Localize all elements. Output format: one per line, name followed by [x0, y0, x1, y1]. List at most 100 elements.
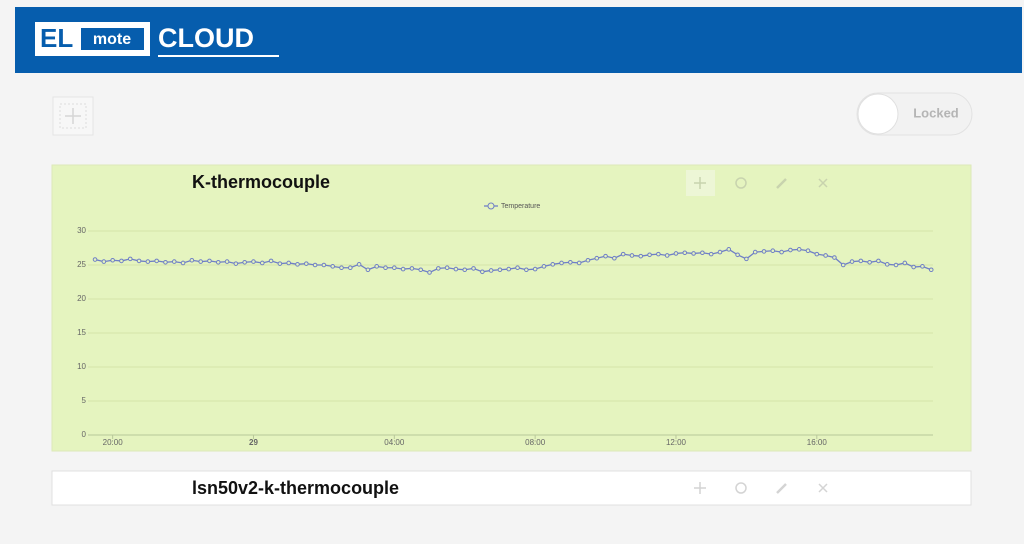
- data-point: [673, 251, 679, 256]
- data-point: [541, 264, 547, 269]
- data-point: [295, 262, 300, 267]
- move-icon: [694, 177, 706, 189]
- data-point: [427, 270, 432, 275]
- data-point: [515, 265, 520, 271]
- data-point: [911, 264, 916, 270]
- logo-cloud: CLOUD: [158, 23, 254, 53]
- data-point: [119, 258, 124, 264]
- data-point: [224, 259, 230, 264]
- y-tick-label: 5: [82, 396, 87, 405]
- x-tick-label: 16:00: [807, 438, 828, 447]
- data-point: [884, 262, 890, 267]
- data-point: [127, 256, 133, 262]
- data-point: [832, 255, 837, 260]
- data-point: [101, 259, 107, 264]
- data-point: [849, 259, 855, 264]
- data-point: [700, 250, 705, 256]
- close-icon[interactable]: [818, 483, 828, 493]
- data-point: [453, 266, 459, 272]
- data-point: [876, 258, 881, 264]
- data-point: [726, 247, 732, 252]
- data-point: [735, 252, 740, 258]
- data-point: [444, 265, 450, 271]
- data-point: [524, 267, 529, 273]
- edit-icon[interactable]: [776, 483, 787, 494]
- add-icon: [65, 108, 81, 124]
- lock-label: Locked: [913, 105, 959, 120]
- data-point: [330, 264, 335, 269]
- widget-toolbar: [686, 170, 828, 196]
- widget-title: lsn50v2-k-thermocouple: [192, 478, 399, 498]
- data-point: [436, 266, 441, 271]
- data-point: [612, 255, 617, 261]
- chart: 0 5 10 15 20 25 30 20:00 29 04:00 08:00 12:00 16:00 T…: [77, 202, 934, 447]
- data-point: [277, 261, 283, 266]
- legend-marker: [487, 202, 495, 210]
- add-icon-frame: [59, 103, 87, 129]
- data-point: [568, 259, 573, 265]
- data-point: [893, 262, 899, 268]
- data-point: [356, 262, 362, 267]
- header-bar: [15, 7, 1022, 73]
- data-point: [392, 265, 397, 271]
- data-point: [682, 250, 688, 256]
- data-point: [752, 249, 758, 255]
- data-point: [303, 261, 309, 266]
- close-icon[interactable]: [818, 178, 828, 188]
- data-point: [233, 261, 239, 266]
- data-point: [321, 262, 327, 268]
- data-point: [198, 259, 203, 264]
- x-tick-label: 20:00: [103, 438, 124, 447]
- toggle-knob: [857, 93, 899, 135]
- data-point: [339, 265, 344, 271]
- data-point: [365, 267, 371, 273]
- data-point: [180, 260, 186, 266]
- data-point: [867, 259, 872, 265]
- data-point: [312, 262, 318, 268]
- logo-el: EL: [40, 23, 73, 53]
- data-point: [532, 266, 538, 272]
- widget-title: K-thermocouple: [192, 172, 330, 192]
- data-point: [708, 251, 714, 257]
- data-point: [163, 259, 168, 265]
- data-point: [920, 264, 925, 269]
- data-point: [629, 253, 635, 258]
- x-tick-label: 08:00: [525, 438, 546, 447]
- edit-icon[interactable]: [776, 178, 787, 189]
- y-tick-label: 10: [77, 362, 86, 371]
- data-point: [154, 258, 159, 264]
- data-point: [805, 248, 811, 254]
- data-point: [779, 249, 784, 255]
- data-point: [761, 249, 767, 254]
- data-point: [638, 253, 644, 259]
- data-point: [858, 258, 864, 264]
- palette-icon[interactable]: [735, 482, 747, 494]
- data-point: [902, 260, 908, 266]
- widget-toolbar: [694, 482, 828, 494]
- y-tick-label: 20: [77, 294, 86, 303]
- data-point: [550, 262, 556, 267]
- data-point: [788, 247, 793, 253]
- y-tick-label: 30: [77, 226, 86, 235]
- x-tick-label: 29: [249, 438, 258, 447]
- data-point: [576, 260, 582, 266]
- data-point: [717, 249, 723, 255]
- data-point: [110, 257, 115, 263]
- data-point: [286, 260, 291, 266]
- y-tick-label: 25: [77, 260, 86, 269]
- palette-icon[interactable]: [735, 177, 747, 189]
- move-icon[interactable]: [694, 482, 706, 494]
- data-point: [840, 262, 846, 268]
- data-point: [462, 267, 468, 273]
- widget-card: [51, 470, 972, 506]
- data-point: [506, 266, 512, 272]
- data-point: [656, 251, 661, 257]
- data-point: [594, 255, 600, 261]
- data-point: [603, 253, 608, 259]
- data-point: [497, 267, 503, 273]
- data-point: [488, 268, 494, 273]
- data-point: [471, 266, 476, 271]
- data-point: [259, 260, 265, 266]
